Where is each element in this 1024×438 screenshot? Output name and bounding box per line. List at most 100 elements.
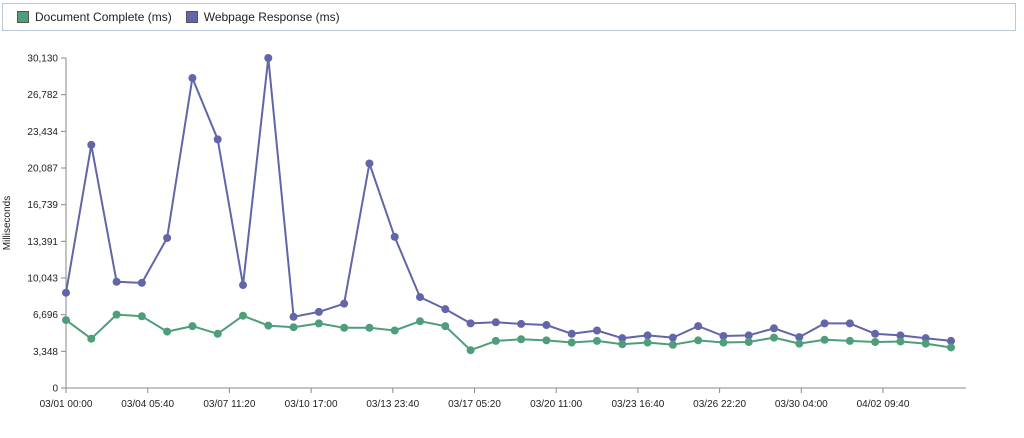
y-tick-label: 6,696 [33, 310, 58, 321]
legend-swatch-document-complete [17, 11, 29, 23]
data-point-document-complete [314, 319, 323, 328]
data-point-document-complete [668, 340, 677, 349]
legend-label-document-complete: Document Complete (ms) [35, 10, 172, 24]
data-point-document-complete [466, 346, 475, 355]
data-point-webpage-response [112, 277, 121, 286]
data-point-document-complete [567, 338, 576, 347]
data-point-document-complete [188, 322, 197, 331]
y-tick-label: 0 [52, 384, 58, 395]
data-point-webpage-response [137, 278, 146, 287]
data-point-document-complete [264, 321, 273, 330]
data-point-document-complete [845, 336, 854, 345]
data-point-document-complete [694, 336, 703, 345]
data-point-document-complete [62, 316, 70, 325]
data-point-webpage-response [239, 281, 247, 290]
x-tick-label: 04/02 09:40 [857, 399, 910, 410]
legend-label-webpage-response: Webpage Response (ms) [203, 10, 340, 24]
data-point-document-complete [618, 340, 627, 349]
y-axis-title: Milliseconds [2, 196, 13, 250]
x-tick-label: 03/01 00:00 [40, 399, 93, 410]
data-point-webpage-response [466, 319, 475, 328]
series-layer [62, 54, 955, 355]
data-point-webpage-response [845, 319, 854, 328]
y-tick-label: 13,391 [27, 237, 58, 248]
legend-item-document-complete[interactable]: Document Complete (ms) [17, 10, 172, 24]
x-tick-label: 03/20 11:00 [530, 399, 583, 410]
data-point-webpage-response [668, 333, 677, 342]
data-point-webpage-response [694, 322, 703, 331]
x-tick-label: 03/10 17:00 [285, 399, 338, 410]
data-point-webpage-response [593, 326, 601, 335]
data-point-webpage-response [62, 288, 70, 297]
data-point-document-complete [491, 336, 500, 345]
data-point-webpage-response [921, 334, 930, 343]
legend: Document Complete (ms) Webpage Response … [2, 3, 1016, 31]
data-point-document-complete [112, 310, 121, 319]
x-tick-label: 03/04 05:40 [121, 399, 174, 410]
data-point-document-complete [87, 334, 96, 343]
data-point-webpage-response [618, 334, 627, 343]
y-tick-label: 3,348 [33, 347, 58, 358]
data-point-webpage-response [770, 324, 778, 333]
legend-swatch-webpage-response [185, 11, 198, 23]
y-tick-label: 10,043 [27, 274, 58, 285]
data-point-webpage-response [289, 312, 298, 321]
data-point-document-complete [441, 322, 450, 331]
data-point-webpage-response [820, 319, 829, 328]
x-tick-label: 03/30 04:00 [775, 399, 828, 410]
data-point-document-complete [289, 323, 298, 332]
data-point-webpage-response [517, 319, 526, 328]
data-point-webpage-response [264, 54, 273, 62]
data-point-webpage-response [390, 232, 399, 241]
y-tick-label: 26,782 [27, 90, 58, 101]
data-point-webpage-response [314, 307, 323, 316]
data-point-document-complete [947, 343, 955, 352]
y-tick-label: 20,087 [27, 164, 58, 175]
x-tick-label: 03/17 05:20 [448, 399, 501, 410]
legend-item-webpage-response[interactable]: Webpage Response (ms) [185, 10, 340, 24]
data-point-document-complete [365, 323, 374, 332]
data-point-webpage-response [340, 299, 349, 308]
data-point-document-complete [643, 338, 652, 347]
series-line-webpage-response [65, 57, 952, 342]
data-point-webpage-response [744, 331, 753, 340]
data-point-webpage-response [896, 331, 905, 340]
data-point-webpage-response [87, 140, 96, 149]
data-point-document-complete [517, 335, 526, 344]
data-point-document-complete [593, 336, 601, 345]
data-point-document-complete [213, 329, 222, 338]
data-point-document-complete [770, 333, 778, 342]
data-point-document-complete [795, 339, 804, 348]
data-point-webpage-response [213, 135, 222, 144]
data-point-webpage-response [365, 159, 374, 168]
data-point-webpage-response [441, 305, 450, 314]
data-point-document-complete [416, 317, 424, 326]
data-point-document-complete [542, 336, 551, 345]
data-point-webpage-response [491, 318, 500, 327]
x-tick-label: 03/26 22:20 [693, 399, 746, 410]
data-point-webpage-response [643, 331, 652, 340]
data-point-webpage-response [795, 333, 804, 342]
data-point-document-complete [239, 311, 247, 320]
axes: 0 3,348 6,696 10,043 13,391 16,739 20,087 23,43… [2, 54, 966, 410]
y-tick-label: 16,739 [27, 200, 58, 211]
series-line-document-complete [65, 313, 952, 352]
data-point-webpage-response [719, 331, 728, 340]
data-point-webpage-response [163, 233, 172, 242]
data-point-webpage-response [567, 329, 576, 338]
data-point-webpage-response [947, 336, 955, 345]
data-point-webpage-response [416, 293, 424, 302]
data-point-document-complete [137, 312, 146, 321]
y-tick-label: 23,434 [27, 127, 58, 138]
data-point-document-complete [896, 337, 905, 346]
data-point-webpage-response [188, 74, 197, 83]
data-point-webpage-response [871, 329, 880, 338]
data-point-document-complete [820, 335, 829, 344]
x-tick-label: 03/13 23:40 [366, 399, 419, 410]
data-point-webpage-response [542, 321, 551, 330]
x-tick-label: 03/23 16:40 [611, 399, 664, 410]
data-point-document-complete [163, 327, 172, 336]
y-tick-label: 30,130 [27, 54, 58, 65]
data-point-document-complete [744, 337, 753, 346]
